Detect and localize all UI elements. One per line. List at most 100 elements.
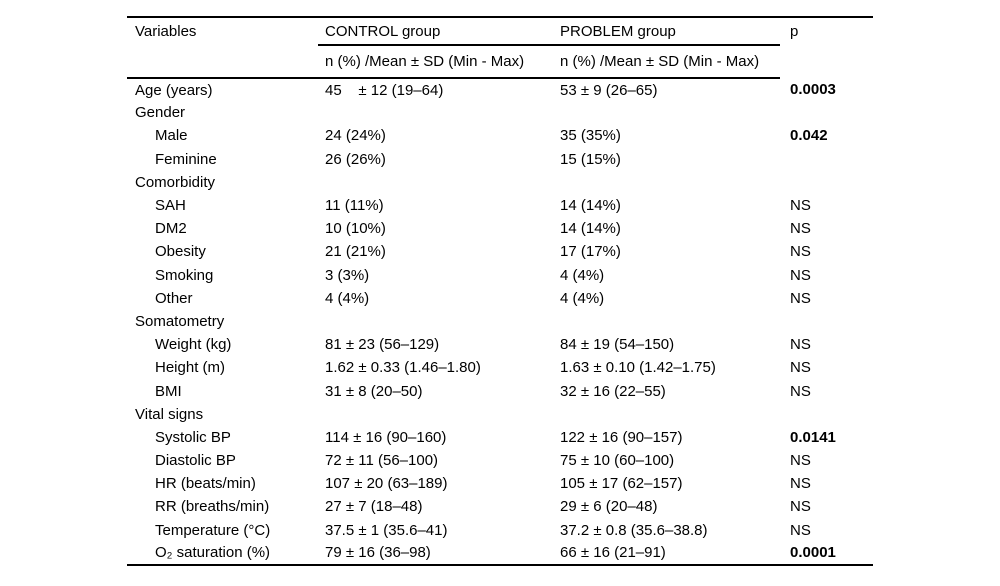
column-header-p: p bbox=[790, 23, 799, 40]
problem-value-cell: 35 (35%) bbox=[560, 127, 621, 145]
problem-value-cell: 4 (4%) bbox=[560, 289, 605, 307]
control-value-cell: 3 (3%) bbox=[325, 266, 370, 284]
table-row: DM2 10 (10%) 14 (14%) NS bbox=[127, 217, 873, 240]
control-value-cell bbox=[318, 310, 553, 333]
variable-cell: DM2 bbox=[155, 220, 187, 238]
subheader-problem-units: n (%) /Mean ± SD (Min - Max) bbox=[553, 45, 780, 79]
p-value-cell: NS bbox=[790, 197, 811, 215]
variable-cell: RR (breaths/min) bbox=[155, 498, 270, 516]
problem-value-cell bbox=[553, 310, 780, 333]
variable-cell: Comorbidity bbox=[135, 173, 216, 191]
p-value-cell bbox=[780, 310, 873, 333]
problem-value-cell: 105 ± 17 (62–157) bbox=[560, 475, 683, 493]
variable-cell: Feminine bbox=[155, 150, 217, 168]
control-value-cell: 107 ± 20 (63–189) bbox=[325, 475, 448, 493]
p-value-cell: NS bbox=[790, 359, 811, 377]
table-row: RR (breaths/min) 27 ± 7 (18–48) 29 ± 6 (… bbox=[127, 495, 873, 518]
control-value-cell bbox=[318, 171, 553, 194]
variable-cell: Weight (kg) bbox=[155, 336, 232, 354]
p-value-cell: NS bbox=[790, 382, 811, 400]
problem-value-cell: 84 ± 19 (54–150) bbox=[560, 336, 675, 354]
control-value-cell: 10 (10%) bbox=[325, 220, 386, 238]
variable-cell: Male bbox=[155, 127, 188, 145]
p-value-cell bbox=[780, 148, 873, 171]
variable-cell: HR (beats/min) bbox=[155, 475, 256, 493]
table-row: Vital signs bbox=[127, 403, 873, 426]
problem-value-cell: 14 (14%) bbox=[560, 197, 621, 215]
p-value-cell: NS bbox=[790, 336, 811, 354]
table-row: Temperature (°C) 37.5 ± 1 (35.6–41) 37.2… bbox=[127, 519, 873, 542]
problem-value-cell: 53 ± 9 (26–65) bbox=[560, 81, 658, 99]
variable-cell: Smoking bbox=[155, 266, 214, 284]
table-row: Diastolic BP 72 ± 11 (56–100) 75 ± 10 (6… bbox=[127, 449, 873, 472]
variable-cell: Obesity bbox=[155, 243, 206, 261]
p-value-cell: 0.042 bbox=[790, 127, 828, 145]
p-value-cell: NS bbox=[790, 266, 811, 284]
table-row: BMI 31 ± 8 (20–50) 32 ± 16 (22–55) NS bbox=[127, 379, 873, 402]
subheader-control-units: n (%) /Mean ± SD (Min - Max) bbox=[318, 45, 553, 79]
p-value-cell: 0.0003 bbox=[790, 81, 836, 99]
statistics-table-container: Variables CONTROL group PROBLEM group p … bbox=[127, 16, 873, 566]
table-row: Height (m) 1.62 ± 0.33 (1.46–1.80) 1.63 … bbox=[127, 356, 873, 379]
table-row: Gender bbox=[127, 101, 873, 124]
problem-value-cell: 1.63 ± 0.10 (1.42–1.75) bbox=[560, 359, 716, 377]
control-value-cell: 114 ± 16 (90–160) bbox=[325, 428, 447, 446]
problem-value-cell: 14 (14%) bbox=[560, 220, 621, 238]
p-value-cell bbox=[780, 403, 873, 426]
table-body: Age (years) 45 ± 12 (19–64) 53 ± 9 (26–6… bbox=[127, 78, 873, 565]
control-value-cell: 26 (26%) bbox=[325, 150, 386, 168]
column-header-problem-group: PROBLEM group bbox=[553, 17, 780, 46]
group-header-row: Variables CONTROL group PROBLEM group p bbox=[127, 17, 873, 46]
control-value-cell: 4 (4%) bbox=[325, 289, 370, 307]
table-row: O₂ saturation (%) 79 ± 16 (36–98) 66 ± 1… bbox=[127, 542, 873, 565]
problem-value-cell: 75 ± 10 (60–100) bbox=[560, 452, 675, 470]
table-row: Age (years) 45 ± 12 (19–64) 53 ± 9 (26–6… bbox=[127, 78, 873, 101]
table-row: Comorbidity bbox=[127, 171, 873, 194]
problem-value-cell bbox=[553, 171, 780, 194]
control-value-cell: 79 ± 16 (36–98) bbox=[325, 544, 431, 562]
problem-value-cell: 17 (17%) bbox=[560, 243, 621, 261]
problem-value-cell bbox=[553, 403, 780, 426]
control-value-cell: 81 ± 23 (56–129) bbox=[325, 336, 440, 354]
problem-value-cell: 15 (15%) bbox=[560, 150, 621, 168]
p-value-cell: NS bbox=[790, 498, 811, 516]
column-header-control-group: CONTROL group bbox=[318, 17, 553, 46]
variable-cell: Gender bbox=[135, 104, 186, 122]
p-value-cell: NS bbox=[790, 452, 811, 470]
p-value-cell: NS bbox=[790, 220, 811, 238]
control-value-cell: 27 ± 7 (18–48) bbox=[325, 498, 423, 516]
p-value-cell: NS bbox=[790, 243, 811, 261]
table-row: Obesity 21 (21%) 17 (17%) NS bbox=[127, 240, 873, 263]
table-row: Feminine 26 (26%) 15 (15%) bbox=[127, 148, 873, 171]
variable-cell: Height (m) bbox=[155, 359, 226, 377]
subheader-p-spacer bbox=[780, 45, 873, 78]
control-value-cell: 31 ± 8 (20–50) bbox=[325, 382, 423, 400]
control-value-cell: 24 (24%) bbox=[325, 127, 386, 145]
control-value-cell: 21 (21%) bbox=[325, 243, 386, 261]
p-value-cell bbox=[780, 171, 873, 194]
problem-value-cell: 37.2 ± 0.8 (35.6–38.8) bbox=[560, 521, 708, 539]
control-value-cell: 45 ± 12 (19–64) bbox=[325, 81, 444, 99]
problem-value-cell: 29 ± 6 (20–48) bbox=[560, 498, 658, 516]
statistics-table: Variables CONTROL group PROBLEM group p … bbox=[127, 16, 873, 566]
table-row: Systolic BP 114 ± 16 (90–160) 122 ± 16 (… bbox=[127, 426, 873, 449]
table-row: Weight (kg) 81 ± 23 (56–129) 84 ± 19 (54… bbox=[127, 333, 873, 356]
problem-value-cell bbox=[553, 101, 780, 124]
variable-cell: Diastolic BP bbox=[155, 452, 236, 470]
variable-cell: Somatometry bbox=[135, 312, 225, 330]
control-value-cell: 1.62 ± 0.33 (1.46–1.80) bbox=[325, 359, 481, 377]
variable-cell: Vital signs bbox=[135, 405, 204, 423]
variable-cell: Other bbox=[155, 289, 193, 307]
table-row: Male 24 (24%) 35 (35%) 0.042 bbox=[127, 124, 873, 147]
table-row: Other 4 (4%) 4 (4%) NS bbox=[127, 287, 873, 310]
subheader-variables-spacer bbox=[127, 45, 318, 79]
subheader-row: n (%) /Mean ± SD (Min - Max) n (%) /Mean… bbox=[127, 45, 873, 79]
variable-cell: Temperature (°C) bbox=[155, 521, 271, 539]
variable-cell: BMI bbox=[155, 382, 182, 400]
p-value-cell: NS bbox=[790, 289, 811, 307]
variable-cell: O₂ saturation (%) bbox=[155, 544, 271, 562]
variable-cell: Systolic BP bbox=[155, 428, 231, 446]
control-value-cell: 37.5 ± 1 (35.6–41) bbox=[325, 521, 448, 539]
problem-value-cell: 32 ± 16 (22–55) bbox=[560, 382, 666, 400]
